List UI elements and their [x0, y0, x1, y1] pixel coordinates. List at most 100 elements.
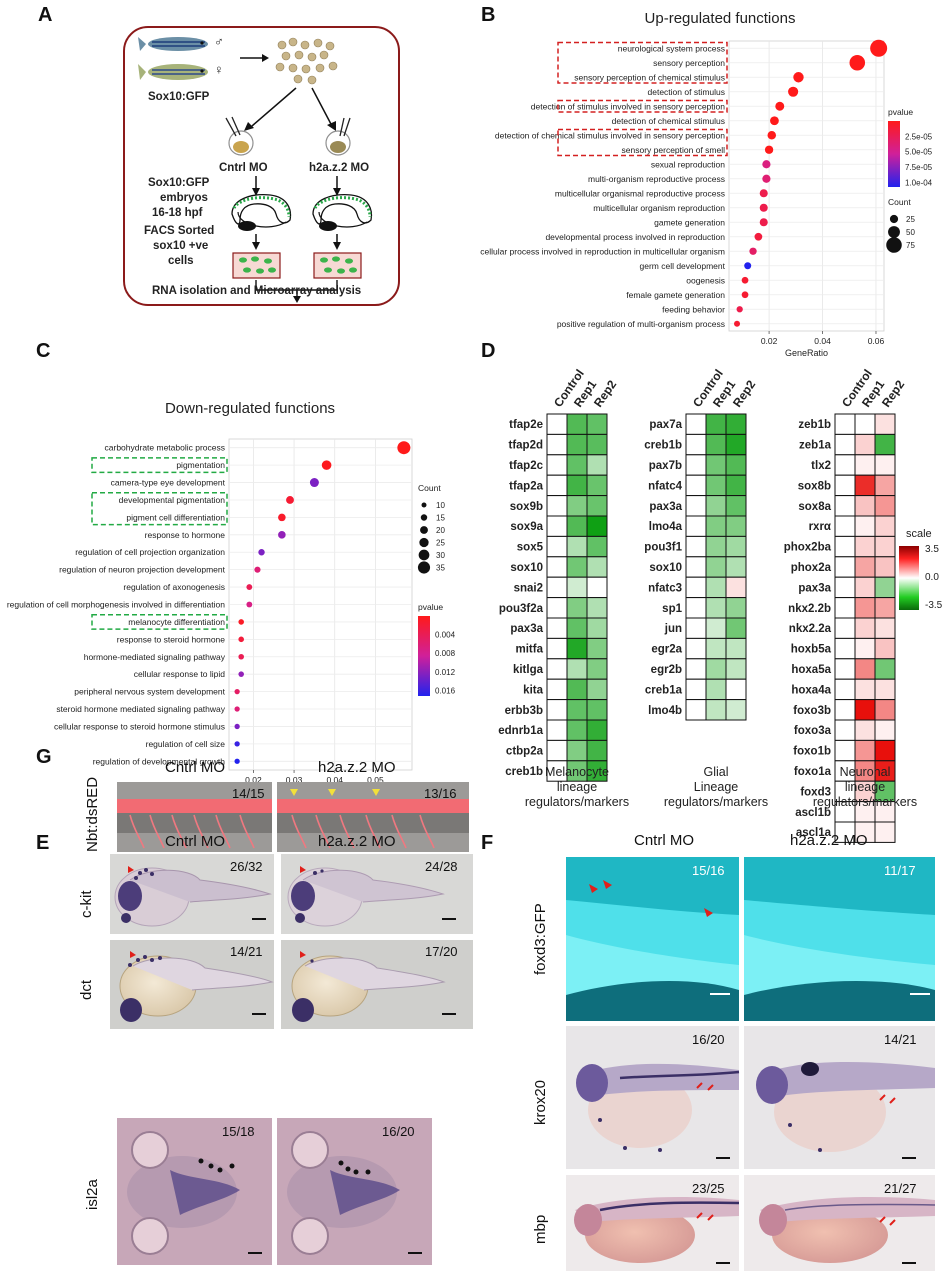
color-legend-label: 1.0e-04: [905, 178, 933, 187]
heatmap-cell: [874, 637, 896, 660]
data-point: [870, 39, 888, 57]
heatmap-cell: [874, 495, 896, 517]
heatmap-row-label: foxo1a: [794, 766, 832, 778]
heatmap-cell: [834, 433, 856, 456]
y-tick-label: regulation of neuron projection developm…: [59, 565, 226, 575]
size-legend-dot: [417, 561, 431, 574]
heatmap-cell: [566, 433, 588, 456]
heatmap-row-label: pax3a: [649, 501, 682, 513]
data-point: [749, 247, 757, 255]
size-legend-label: 20: [436, 526, 445, 535]
heatmap-cell: [546, 658, 568, 680]
heatmap-cell: [705, 678, 727, 701]
heatmap-cell: [874, 617, 896, 639]
heatmap-cell: [725, 699, 747, 721]
heatmap-cell: [566, 658, 588, 680]
heatmap-group-caption: lineage: [845, 780, 885, 794]
heatmap-cell: [834, 658, 856, 680]
highlight-box: [557, 99, 728, 113]
heatmap-row-label: tfap2d: [509, 440, 544, 452]
heatmap-cell: [725, 535, 747, 558]
heatmap-cell: [874, 413, 896, 435]
heatmap-row-label: creb1b: [644, 440, 682, 452]
heatmap-cell: [546, 617, 568, 639]
data-point: [234, 723, 240, 730]
heatmap-cell: [566, 454, 588, 476]
panel-letter-a: A: [38, 4, 53, 26]
size-legend-label: 10: [436, 501, 445, 510]
y-tick-label: sexual reproduction: [651, 159, 725, 169]
heatmap-row-label: pax3a: [798, 582, 831, 594]
panel-a: ♂ ♀ Sox10:GFP: [123, 26, 400, 306]
heatmap-row-label: jun: [664, 623, 682, 635]
e-ckit-mo-larva: [287, 866, 445, 927]
y-tick-label: developmental process involved in reprod…: [545, 232, 725, 242]
heatmap-cell: [566, 474, 588, 497]
cntrl-embryo-diagram: [231, 194, 292, 231]
heatmap-column-label: Rep2: [591, 377, 619, 409]
x-tick-label: 0.03: [286, 775, 303, 785]
heatmap-row-label: tfap2e: [509, 419, 543, 431]
g-isl2a-mo-head: [287, 1131, 400, 1255]
f-score-mbp-mo: 21/27: [884, 1181, 917, 1196]
x-tick-label: 0.05: [367, 775, 384, 785]
heatmap-row-label: sox5: [517, 542, 544, 554]
heatmap-cell: [546, 474, 568, 497]
heatmap-cell: [685, 678, 707, 701]
data-point: [741, 291, 749, 299]
heatmap-cell: [546, 739, 568, 762]
heatmap-cell: [546, 535, 568, 558]
facs-label-line2: sox10 +ve: [153, 240, 208, 252]
color-legend-label: 7.5e-05: [905, 163, 933, 172]
y-tick-label: regulation of developmental growth: [93, 756, 226, 766]
heatmap-cell: [705, 474, 727, 497]
e-dct-mo-larva: [291, 951, 446, 1022]
sox10-gfp-label: Sox10:GFP: [148, 91, 210, 103]
heatmap-cell: [546, 678, 568, 701]
heatmap-scale-label: 0.0: [925, 572, 939, 583]
y-tick-label: cellular response to steroid hormone sti…: [54, 721, 225, 731]
y-tick-label: pigment cell differentiation: [126, 512, 225, 522]
f-scale-bar-2: [910, 993, 930, 995]
heatmap-row-label: pax3a: [510, 623, 543, 635]
heatmap-cell: [834, 699, 856, 721]
embryo-cluster-icon: [275, 37, 338, 85]
f-scale-bar-5: [716, 1262, 730, 1264]
f-scale-bar-4: [902, 1157, 916, 1159]
facs-label-line1: FACS Sorted: [144, 225, 214, 237]
data-point: [254, 566, 261, 573]
heatmap-cell: [834, 495, 856, 517]
heatmap-scale-label: 3.5: [925, 544, 939, 555]
heatmap-cell: [546, 413, 568, 435]
data-point: [278, 513, 286, 522]
e-dct-cntrl-larva: [119, 951, 274, 1022]
heatmap-row-label: creb1b: [505, 766, 543, 778]
data-point: [238, 671, 244, 677]
heatmap-cell: [725, 556, 747, 578]
heatmap-cell: [834, 515, 856, 537]
heatmap-cell: [685, 699, 707, 721]
heatmap-cell: [586, 433, 608, 456]
heatmap-cell: [834, 678, 856, 701]
heatmap-cell: [705, 495, 727, 517]
heatmap-cell: [586, 760, 608, 782]
heatmap-cell: [834, 719, 856, 741]
g-score-isl2a-mo: 16/20: [382, 1124, 415, 1139]
y-tick-label: hormone-mediated signaling pathway: [84, 652, 226, 662]
heatmap-cell: [705, 576, 727, 599]
cntrl-sorted-cells-dish: [232, 252, 281, 279]
y-tick-label: sensory perception of chemical stimulus: [574, 72, 725, 82]
color-legend-bar: [418, 616, 430, 696]
heatmap-cell: [586, 597, 608, 619]
heatmap-row-label: ascl1b: [795, 807, 831, 819]
heatmap-cell: [566, 576, 588, 599]
heatmap-cell: [566, 699, 588, 721]
heatmap-row-label: nkx2.2a: [789, 623, 832, 635]
heatmap-cell: [586, 678, 608, 701]
e-score-ckit-cntrl: 26/32: [230, 859, 263, 874]
y-tick-label: developmental pigmentation: [119, 495, 226, 505]
heatmap-cell: [874, 556, 896, 578]
heatmap-cell: [854, 454, 876, 476]
heatmap-cell: [685, 474, 707, 497]
e-row-label-dct: dct: [78, 979, 95, 1000]
